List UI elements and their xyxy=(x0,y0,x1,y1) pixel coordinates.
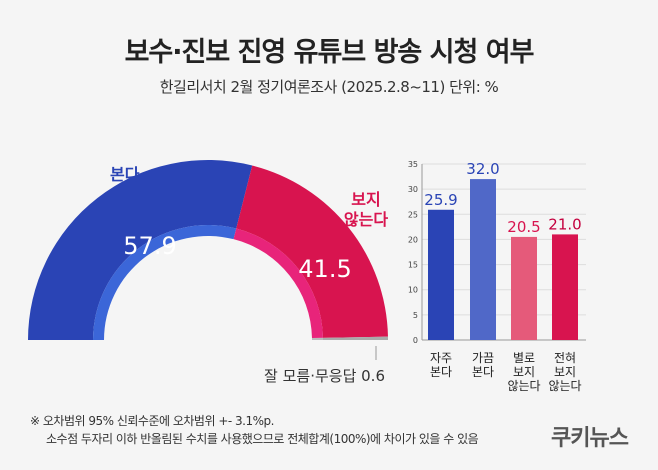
pie-label-1a: 보지 xyxy=(351,190,380,209)
x-tick-0-1: 본다 xyxy=(430,365,452,379)
y-tick-20: 20 xyxy=(408,235,418,244)
bar-label-3: 21.0 xyxy=(548,215,581,233)
y-tick-25: 25 xyxy=(408,210,418,219)
bar-2 xyxy=(511,236,537,340)
y-tick-5: 5 xyxy=(413,311,418,320)
bar-label-1: 32.0 xyxy=(466,160,499,178)
x-tick-1-0: 가끔 xyxy=(472,351,494,365)
x-tick-3-0: 전혀 xyxy=(554,351,576,365)
note-rounding: 소수점 두자리 이하 반올림된 수치를 사용했으므로 전체합계(100%)에 차… xyxy=(46,432,479,446)
x-tick-2-0: 별로 xyxy=(513,351,535,365)
logo: 쿠키뉴스 xyxy=(551,426,629,451)
chart-subtitle: 한길리서치 2월 정기여론조사 (2025.2.8~11) 단위: % xyxy=(159,78,499,96)
pie-slice-0 xyxy=(28,159,253,340)
y-tick-30: 30 xyxy=(408,185,418,194)
bar-label-0: 25.9 xyxy=(424,191,457,209)
x-tick-3-1: 보지 xyxy=(554,365,576,379)
pie-label-2: 잘 모름·무응답 0.6 xyxy=(264,367,385,385)
note-margin-of-error: ※ 오차범위 95% 신뢰수준에 오차범위 +- 3.1%p. xyxy=(30,414,274,428)
x-tick-1-1: 본다 xyxy=(472,365,494,379)
pie-slice-1 xyxy=(236,165,388,338)
pie-inner-ring-1 xyxy=(233,228,323,339)
bar-3 xyxy=(552,234,578,340)
pie-value-0: 57.9 xyxy=(123,232,176,260)
pie-inner-ring-0 xyxy=(93,225,237,340)
x-tick-2-1: 보지 xyxy=(513,365,535,379)
chart-title: 보수·진보 진영 유튜브 방송 시청 여부 xyxy=(124,37,535,68)
y-tick-0: 0 xyxy=(413,336,418,345)
x-tick-0-0: 자주 xyxy=(430,351,452,365)
x-tick-3-2: 않는다 xyxy=(548,379,581,393)
bar-0 xyxy=(428,209,454,340)
pie-value-1: 41.5 xyxy=(298,255,351,283)
bar-1 xyxy=(470,179,496,340)
pie-slice-2 xyxy=(322,336,388,340)
pie-label-0: 본다 xyxy=(110,165,140,184)
pie-label-1b: 않는다 xyxy=(344,210,388,229)
y-tick-10: 10 xyxy=(408,286,418,295)
y-tick-35: 35 xyxy=(408,160,418,169)
x-tick-2-2: 않는다 xyxy=(507,379,540,393)
bar-label-2: 20.5 xyxy=(507,218,540,236)
pie-inner-ring-2 xyxy=(311,337,323,340)
y-tick-15: 15 xyxy=(408,261,418,270)
